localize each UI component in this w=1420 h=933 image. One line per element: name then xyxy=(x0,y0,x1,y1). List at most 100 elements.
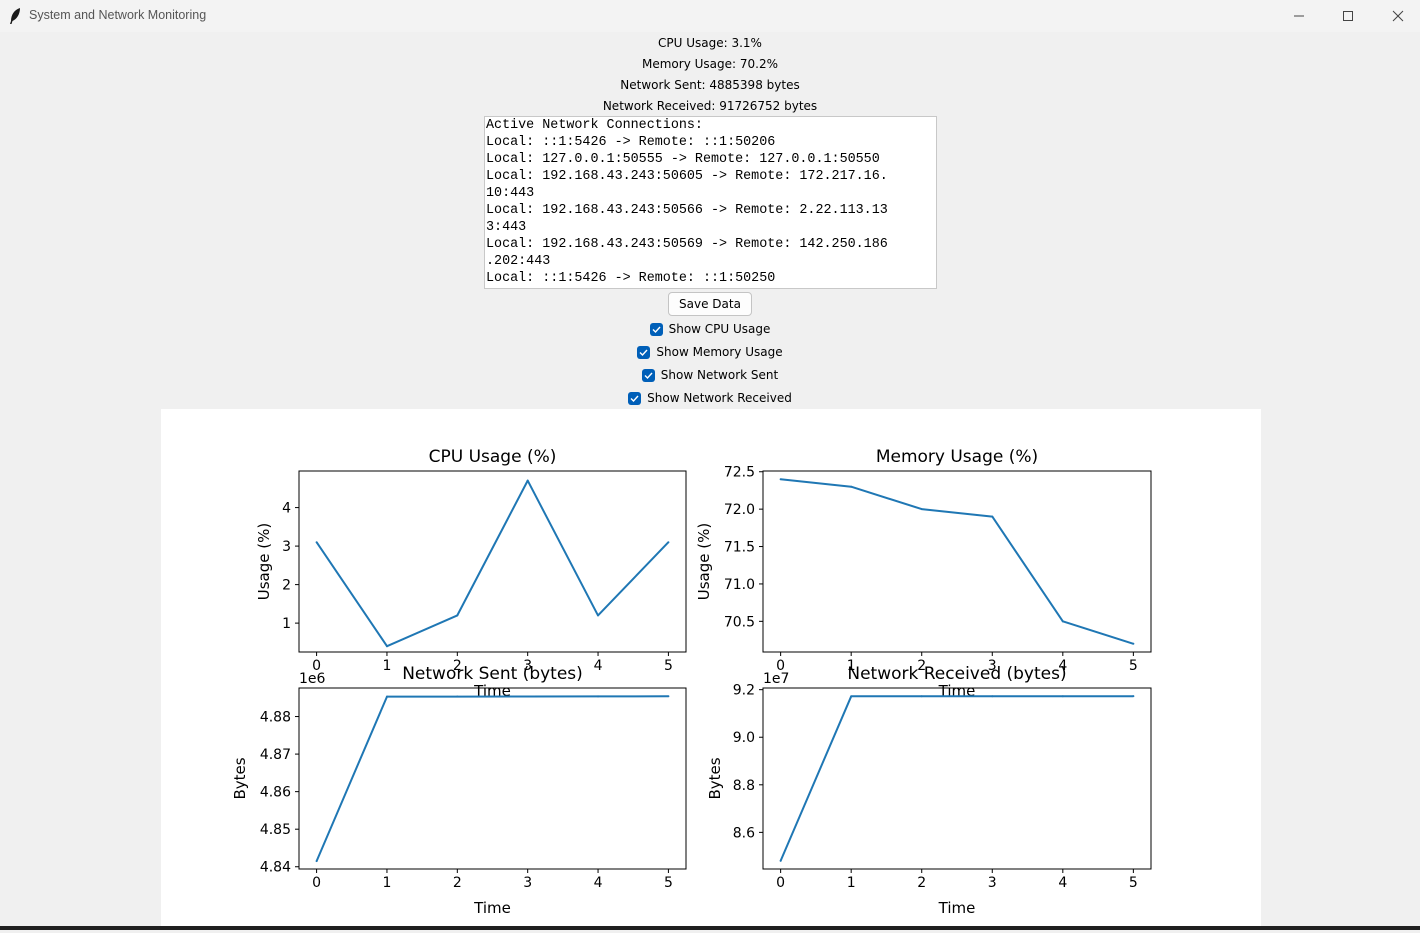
y-tick-label: 71.5 xyxy=(724,540,755,556)
checkbox-checked[interactable] xyxy=(649,322,663,336)
data-point xyxy=(526,479,529,482)
connection-line: Local: 192.168.43.243:50566 -> Remote: 2… xyxy=(486,203,888,218)
connection-line: Local: 127.0.0.1:50555 -> Remote: 127.0.… xyxy=(486,152,880,167)
series-line xyxy=(315,695,669,862)
y-axis-label: Usage (%) xyxy=(695,523,713,600)
checkbox-label: Show Network Sent xyxy=(660,368,779,382)
data-point xyxy=(991,515,994,518)
x-tick-label: 3 xyxy=(523,875,532,891)
checkbox-label: Show CPU Usage xyxy=(668,322,771,336)
x-tick-label: 5 xyxy=(1129,658,1138,674)
data-point xyxy=(779,859,782,862)
axes-frame xyxy=(762,470,1152,653)
show-network-received-checkbox[interactable]: Show Network Received xyxy=(0,388,1420,408)
axes-frame xyxy=(762,687,1152,870)
data-point xyxy=(1061,620,1064,623)
data-point xyxy=(597,695,600,698)
data-point xyxy=(920,695,923,698)
y-tick-label: 8.8 xyxy=(733,778,755,794)
y-tick-label: 3 xyxy=(282,539,291,555)
y-tick-label: 4.88 xyxy=(260,710,291,726)
chart-title: Network Sent (bytes) xyxy=(402,664,583,684)
chart-title: CPU Usage (%) xyxy=(429,447,557,467)
y-tick-label: 72.0 xyxy=(724,502,755,518)
y-tick-label: 1 xyxy=(282,616,291,632)
axis-offset-label: 1e6 xyxy=(299,671,326,687)
axes-frame xyxy=(298,687,687,870)
x-tick-label: 0 xyxy=(776,658,785,674)
x-tick-label: 1 xyxy=(847,658,856,674)
connection-line: Local: 192.168.43.243:50569 -> Remote: 1… xyxy=(486,237,888,252)
minimize-icon xyxy=(1294,15,1304,17)
data-point xyxy=(315,860,318,863)
x-tick-label: 4 xyxy=(594,875,603,891)
x-tick-label: 3 xyxy=(988,658,997,674)
x-tick-label: 1 xyxy=(847,875,856,891)
data-point xyxy=(850,485,853,488)
data-point xyxy=(991,695,994,698)
maximize-button[interactable] xyxy=(1325,0,1371,32)
y-axis-label: Bytes xyxy=(706,757,724,799)
network-received-label: Network Received: 91726752 bytes xyxy=(602,99,818,113)
x-tick-label: 2 xyxy=(917,658,926,674)
axis-offset-label: 1e7 xyxy=(763,671,789,687)
checkmark-icon xyxy=(639,349,648,356)
x-tick-label: 0 xyxy=(776,875,785,891)
window-title: System and Network Monitoring xyxy=(29,8,207,22)
cpu-usage-label: CPU Usage: 3.1% xyxy=(658,36,762,50)
connections-heading: Active Network Connections: xyxy=(486,118,703,133)
checkbox-label: Show Memory Usage xyxy=(656,345,783,359)
network-sent-label: Network Sent: 4885398 bytes xyxy=(620,78,800,92)
y-tick-label: 4.86 xyxy=(260,785,291,801)
x-tick-label: 1 xyxy=(382,875,391,891)
x-tick-label: 2 xyxy=(453,875,462,891)
checkmark-icon xyxy=(630,395,639,402)
y-tick-label: 4 xyxy=(282,501,291,517)
save-data-button[interactable]: Save Data xyxy=(668,292,752,316)
minimize-button[interactable] xyxy=(1276,0,1322,32)
data-point xyxy=(385,695,388,698)
data-point xyxy=(667,695,670,698)
connection-line: 3:443 xyxy=(486,220,527,235)
y-tick-label: 4.84 xyxy=(260,860,291,876)
data-point xyxy=(526,695,529,698)
data-point xyxy=(920,508,923,511)
close-button[interactable] xyxy=(1375,0,1420,32)
show-memory-checkbox[interactable]: Show Memory Usage xyxy=(0,342,1420,362)
x-tick-label: 0 xyxy=(312,658,321,674)
x-tick-label: 5 xyxy=(664,658,673,674)
x-axis-label: Time xyxy=(473,682,511,700)
x-tick-label: 4 xyxy=(594,658,603,674)
checkbox-checked[interactable] xyxy=(641,368,655,382)
chart-title: Network Received (bytes) xyxy=(847,664,1066,684)
charts-svg: CPU Usage (%) 0 1 2 3 4 5 Time 1 2 3 4 Usage (%) Memo… xyxy=(231,447,1152,917)
x-axis-label: Time xyxy=(938,682,976,700)
checkbox-checked[interactable] xyxy=(628,391,642,405)
connection-line: .202:443 xyxy=(486,254,551,269)
data-point xyxy=(597,614,600,617)
data-point xyxy=(456,614,459,617)
y-tick-label: 72.5 xyxy=(724,465,755,481)
y-tick-label: 8.6 xyxy=(733,825,755,841)
x-tick-label: 0 xyxy=(312,875,321,891)
connections-textbox[interactable]: Active Network Connections: Local: ::1:5… xyxy=(484,116,937,289)
x-tick-label: 3 xyxy=(523,658,532,674)
checkmark-icon xyxy=(644,372,653,379)
checkbox-checked[interactable] xyxy=(637,345,651,359)
x-tick-label: 2 xyxy=(453,658,462,674)
plot-canvas: CPU Usage (%) 0 1 2 3 4 5 Time 1 2 3 4 Usage (%) Memo… xyxy=(161,409,1261,930)
data-point xyxy=(779,478,782,481)
y-tick-label: 4.87 xyxy=(260,747,291,763)
x-tick-label: 4 xyxy=(1058,875,1067,891)
checkbox-label: Show Network Received xyxy=(647,391,792,405)
chart-title: Memory Usage (%) xyxy=(876,447,1038,467)
x-tick-label: 4 xyxy=(1058,658,1067,674)
connection-line: 10:443 xyxy=(486,186,535,201)
connection-line: Local: ::1:5426 -> Remote: ::1:50206 xyxy=(486,135,776,150)
connection-line: Local: 192.168.43.243:50605 -> Remote: 1… xyxy=(486,169,888,184)
show-network-sent-checkbox[interactable]: Show Network Sent xyxy=(0,365,1420,385)
show-cpu-checkbox[interactable]: Show CPU Usage xyxy=(0,319,1420,339)
data-point xyxy=(1061,695,1064,698)
data-point xyxy=(1132,695,1135,698)
x-tick-label: 5 xyxy=(1129,875,1138,891)
